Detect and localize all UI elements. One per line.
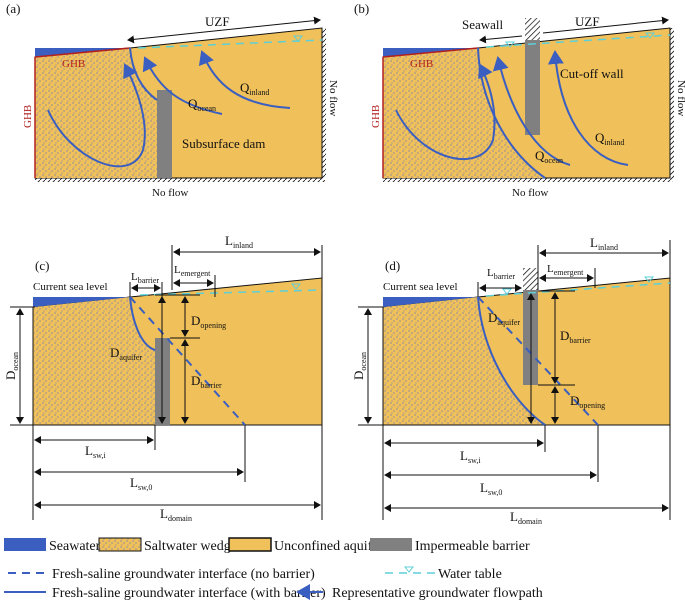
no-flow-boundary: [383, 178, 673, 182]
legend-saltwater-swatch: [98, 537, 142, 552]
panel-c: (c) Current sea level Docean Daquifer Do…: [3, 233, 323, 523]
l-domain-label: Ldomain: [160, 506, 192, 523]
uzf-arrow-left: [479, 35, 523, 44]
legend: Seawater Saltwater wedge Unconfined aqui…: [4, 537, 543, 600]
saltwater-wedge: [384, 297, 545, 424]
interface-no-barrier: [477, 296, 599, 426]
uzf-arrow-right: [542, 16, 669, 34]
legend-barrier-swatch: [370, 538, 412, 551]
q-inland-label: Qinland: [595, 130, 624, 147]
l-sw-i-label: Lsw,i: [85, 443, 106, 460]
d-opening-label: Dopening: [191, 313, 226, 330]
water-table-icon: [403, 566, 415, 573]
uzf-label: UZF: [205, 14, 230, 29]
flowpath-inland: [198, 50, 291, 109]
cut-off-wall: [525, 40, 540, 135]
seawall-label: Seawall: [462, 17, 504, 32]
water-table: [139, 289, 323, 296]
ghb-boundary: [34, 47, 131, 178]
seawall: [525, 18, 540, 40]
seawater: [383, 297, 478, 307]
d-barrier-label: Dbarrier: [191, 373, 222, 390]
legend-seawater-swatch: [4, 538, 46, 551]
no-flow-bottom-label: No flow: [512, 187, 548, 199]
seawall: [523, 268, 538, 290]
flowpath-ocean-loop: [395, 63, 496, 161]
panel-tag: (c): [35, 258, 49, 273]
water-table-icon: [290, 283, 302, 290]
l-sw-0-label: Lsw,0: [130, 475, 152, 492]
water-table: [137, 39, 323, 49]
legend-flowpath: Representative groundwater flowpath: [332, 586, 543, 600]
legend-unconfined-aquifer: Unconfined aquifer: [274, 539, 384, 554]
interface-with-barrier: [129, 47, 158, 101]
sea-level-label: Current sea level: [383, 281, 458, 293]
legend-seawater: Seawater: [49, 539, 101, 554]
water-table: [485, 282, 671, 297]
panel-tag: (a): [6, 1, 20, 16]
no-flow-right-label: No flow: [675, 80, 685, 116]
ghb-top-label: GHB: [410, 58, 433, 70]
barrier-label: Subsurface dam: [182, 136, 265, 151]
ghb-top-label: GHB: [62, 58, 85, 70]
flowpath-ocean: [492, 56, 571, 166]
legend-water-table: Water table: [438, 567, 502, 582]
l-inland-label: Linland: [590, 235, 618, 252]
water-table-icon: [504, 32, 656, 48]
l-domain-label: Ldomain: [510, 509, 542, 526]
flowpath-inland: [547, 50, 629, 166]
ghb-left-label: GHB: [22, 105, 34, 128]
no-flow-right-label: No flow: [327, 80, 339, 116]
l-sw-0-label: Lsw,0: [480, 480, 502, 497]
panel-b: (b) UZF Seawall GHB GHB Cut-off wall Qin…: [354, 1, 685, 199]
saltwater-wedge: [383, 48, 545, 178]
legend-saltwater-wedge: Saltwater wedge: [144, 539, 237, 554]
no-flow-boundary: [35, 178, 325, 182]
d-barrier-label: Dbarrier: [560, 328, 591, 345]
d-opening-label: Dopening: [570, 393, 605, 410]
legend-interface-no-barrier: Fresh-saline groundwater interface (no b…: [52, 567, 315, 582]
panel-d: (d) Current sea level Docean Daquifer Db…: [351, 235, 671, 526]
q-inland-label: Qinland: [240, 80, 269, 97]
saltwater-wedge: [35, 48, 157, 178]
ghb-boundary: [382, 47, 479, 178]
sea-level-label: Current sea level: [33, 281, 108, 293]
panel-a: (a) UZF GHB GHB Qinland Qocean Subsurfac…: [6, 1, 339, 199]
legend-aquifer-swatch: [228, 537, 272, 552]
q-ocean-label: Qocean: [535, 148, 563, 165]
no-flow-boundary-right: [322, 28, 326, 178]
l-emergent-label: Lemergent: [547, 263, 584, 277]
l-sw-i-label: Lsw,i: [460, 448, 481, 465]
l-inland-label: Linland: [225, 233, 253, 250]
d-ocean-label: Docean: [3, 352, 20, 380]
uzf-label: UZF: [575, 14, 600, 29]
legend-interface-with-barrier: Fresh-saline groundwater interface (with…: [52, 586, 326, 600]
ghb-left-label: GHB: [370, 105, 382, 128]
l-barrier-label: Lbarrier: [487, 267, 515, 281]
d-aquifer-label: Daquifer: [110, 345, 142, 362]
flowpath-ocean-loop: [47, 63, 146, 168]
water-table: [485, 34, 671, 48]
panel-tag: (d): [385, 258, 400, 273]
uzf-arrow: [127, 16, 321, 44]
d-aquifer-label: Daquifer: [488, 310, 520, 327]
barrier-label: Cut-off wall: [560, 66, 624, 81]
saltwater-wedge: [34, 297, 155, 424]
flowpath-ocean: [142, 56, 223, 115]
l-emergent-label: Lemergent: [174, 264, 211, 278]
legend-impermeable-barrier: Impermeable barrier: [415, 539, 530, 554]
subsurface-dam: [157, 90, 172, 178]
d-ocean-label: Docean: [351, 352, 368, 380]
interface-with-barrier: [129, 296, 156, 351]
l-barrier-label: Lbarrier: [131, 271, 159, 285]
no-flow-boundary-right: [670, 28, 674, 178]
seawater: [33, 297, 130, 307]
q-ocean-label: Qocean: [188, 96, 216, 113]
no-flow-bottom-label: No flow: [152, 187, 188, 199]
panel-tag: (b): [354, 1, 369, 16]
